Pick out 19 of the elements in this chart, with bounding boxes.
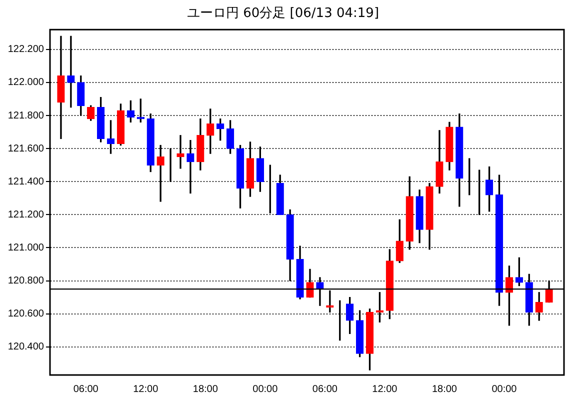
y-tick-label: 121.800 [8,110,44,122]
x-tick-label: 06:00 [73,384,99,395]
x-tick-label: 00:00 [492,384,518,395]
x-tick-label: 18:00 [432,384,458,395]
x-tick-label: 06:00 [312,384,338,395]
y-tick-label: 120.400 [8,342,44,353]
x-tick-label: 00:00 [252,384,278,395]
y-tick-label: 122.200 [8,44,44,56]
y-tick-label: 122.000 [8,77,44,88]
y-tick-label: 121.000 [8,242,44,254]
y-tick-label: 121.600 [8,143,44,154]
x-tick-label: 18:00 [192,384,218,395]
y-tick-label: 121.400 [8,176,44,188]
y-tick-label: 121.200 [8,209,44,220]
x-tick-label: 12:00 [133,384,159,395]
y-tick-label: 120.800 [8,276,44,287]
chart-title: ユーロ円 60分足 [06/13 04:19] [186,6,380,22]
y-tick-label: 120.600 [8,308,44,320]
x-tick-label: 12:00 [372,384,398,395]
